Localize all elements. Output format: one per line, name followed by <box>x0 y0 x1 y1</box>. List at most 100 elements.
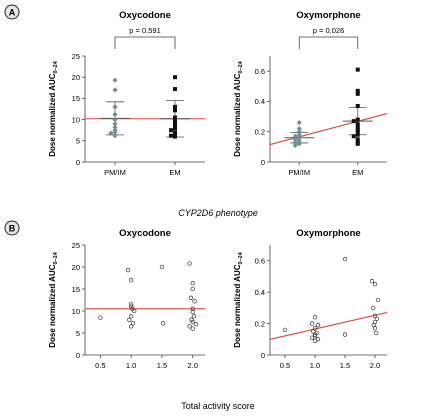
data-point-em <box>355 88 360 93</box>
data-point-em <box>173 126 177 131</box>
chart-title: Oxycodone <box>119 10 171 21</box>
data-point-pm <box>112 117 118 123</box>
data-point <box>192 299 197 304</box>
data-point <box>161 321 166 326</box>
data-point-em <box>355 122 360 127</box>
y-axis-label-subscript: 0–24 <box>238 251 244 264</box>
x-tick-label: 2.0 <box>187 361 197 370</box>
data-point <box>129 302 134 307</box>
y-tick-label: 5 <box>76 329 80 338</box>
data-point <box>190 319 195 325</box>
y-tick-label: 25 <box>72 52 80 61</box>
y-tick-label: 0.6 <box>255 67 265 76</box>
y-axis-label-main: Dose normalized AUC <box>48 264 57 347</box>
data-point <box>129 324 134 329</box>
x-tick-label: PM/IM <box>104 168 126 177</box>
chart-3: Oxycodone 0 5 10 15 20 25 Dose normalized AUC0–… <box>48 228 205 370</box>
x-tick-label: 2.0 <box>370 361 380 370</box>
y-axis-label: Dose normalized AUC0–24 <box>48 60 59 156</box>
data-point <box>375 297 381 303</box>
data-point-em <box>355 67 360 72</box>
y-axis-label-subscript: 0–24 <box>53 60 59 73</box>
x-tick-label: 0.5 <box>95 361 105 370</box>
y-axis-label-main: Dose normalized AUC <box>233 264 242 347</box>
data-point-em <box>173 123 177 128</box>
group-xlabel: CYP2D6 phenotype <box>178 208 258 218</box>
data-point-em <box>355 129 360 134</box>
data-point-pm <box>112 104 118 110</box>
data-point-em <box>173 87 177 92</box>
data-point <box>312 332 318 337</box>
data-point-pm <box>292 139 298 145</box>
data-point <box>130 321 136 326</box>
data-point-em <box>173 121 177 126</box>
data-point <box>369 278 375 284</box>
data-point <box>374 330 379 336</box>
y-axis-label: Dose normalized AUC0–24 <box>48 251 59 347</box>
y-tick-label: 0 <box>261 158 265 167</box>
data-point-em <box>169 128 173 133</box>
chart-title: Oxymorphone <box>296 10 360 21</box>
data-point-em <box>355 132 360 137</box>
y-tick-label: 10 <box>72 115 80 124</box>
x-tick-label: 1.0 <box>310 361 320 370</box>
y-tick-label: 5 <box>76 137 80 146</box>
data-point <box>190 306 195 311</box>
data-point <box>312 338 318 344</box>
data-point <box>342 256 348 262</box>
data-point-em <box>351 134 356 139</box>
chart-title: Oxycodone <box>119 228 171 239</box>
data-point <box>132 308 137 314</box>
data-point-pm <box>112 87 118 93</box>
data-point <box>159 264 165 270</box>
data-point-pm <box>296 135 302 141</box>
y-tick-label: 10 <box>72 307 80 316</box>
significance-bracket <box>298 36 359 49</box>
data-point-pm <box>296 141 302 147</box>
y-tick-label: 0.2 <box>255 319 265 328</box>
data-point-em <box>173 130 177 135</box>
bottom-xlabel: Total activity score <box>181 401 255 411</box>
y-tick-label: 20 <box>72 73 80 82</box>
data-point-pm <box>292 133 298 139</box>
y-tick-label: 25 <box>72 241 80 250</box>
data-point <box>372 282 378 287</box>
data-point-em <box>173 75 177 80</box>
chart-2: Oxymorphone 0 0.2 0.4 0.6 Dose normalized AUC… <box>233 10 388 177</box>
chart-1: Oxycodone 0 5 10 15 20 25 Dose normalized AUC0–… <box>48 10 205 177</box>
y-axis-label: Dose normalized AUC0–24 <box>233 251 244 347</box>
data-point <box>129 304 134 309</box>
data-point-em <box>173 108 177 113</box>
data-point <box>188 295 193 300</box>
y-tick-label: 0 <box>76 158 80 167</box>
data-point <box>187 324 192 329</box>
data-point-pm <box>112 77 118 83</box>
y-tick-label: 0.4 <box>255 97 265 106</box>
y-axis-label-main: Dose normalized AUC <box>233 73 242 156</box>
data-point-em <box>173 115 177 120</box>
y-tick-label: 15 <box>72 285 80 294</box>
data-point-pm <box>108 130 114 136</box>
y-axis-label: Dose normalized AUC0–24 <box>233 60 244 156</box>
chart-4: Oxymorphone 0 0.2 0.4 0.6 Dose normalized AUC… <box>233 228 388 370</box>
x-tick-label: 1.5 <box>340 361 350 370</box>
x-tick-label: EM <box>352 168 363 177</box>
data-point <box>309 335 315 340</box>
data-point-em <box>351 119 356 124</box>
data-point-pm <box>112 111 118 118</box>
data-point <box>282 327 288 333</box>
p-value-label: p = 0.026 <box>313 26 345 35</box>
x-tick-label: EM <box>169 168 180 177</box>
data-point <box>374 316 379 322</box>
data-point <box>190 286 195 292</box>
data-point <box>193 322 198 327</box>
data-point-em <box>173 104 177 109</box>
data-point-em <box>169 133 173 138</box>
regression-line <box>269 312 388 340</box>
data-point-pm <box>296 120 302 126</box>
y-tick-label: 15 <box>72 94 80 103</box>
data-point-em <box>355 117 360 122</box>
y-tick-label: 0 <box>76 351 80 360</box>
data-point <box>311 329 316 334</box>
